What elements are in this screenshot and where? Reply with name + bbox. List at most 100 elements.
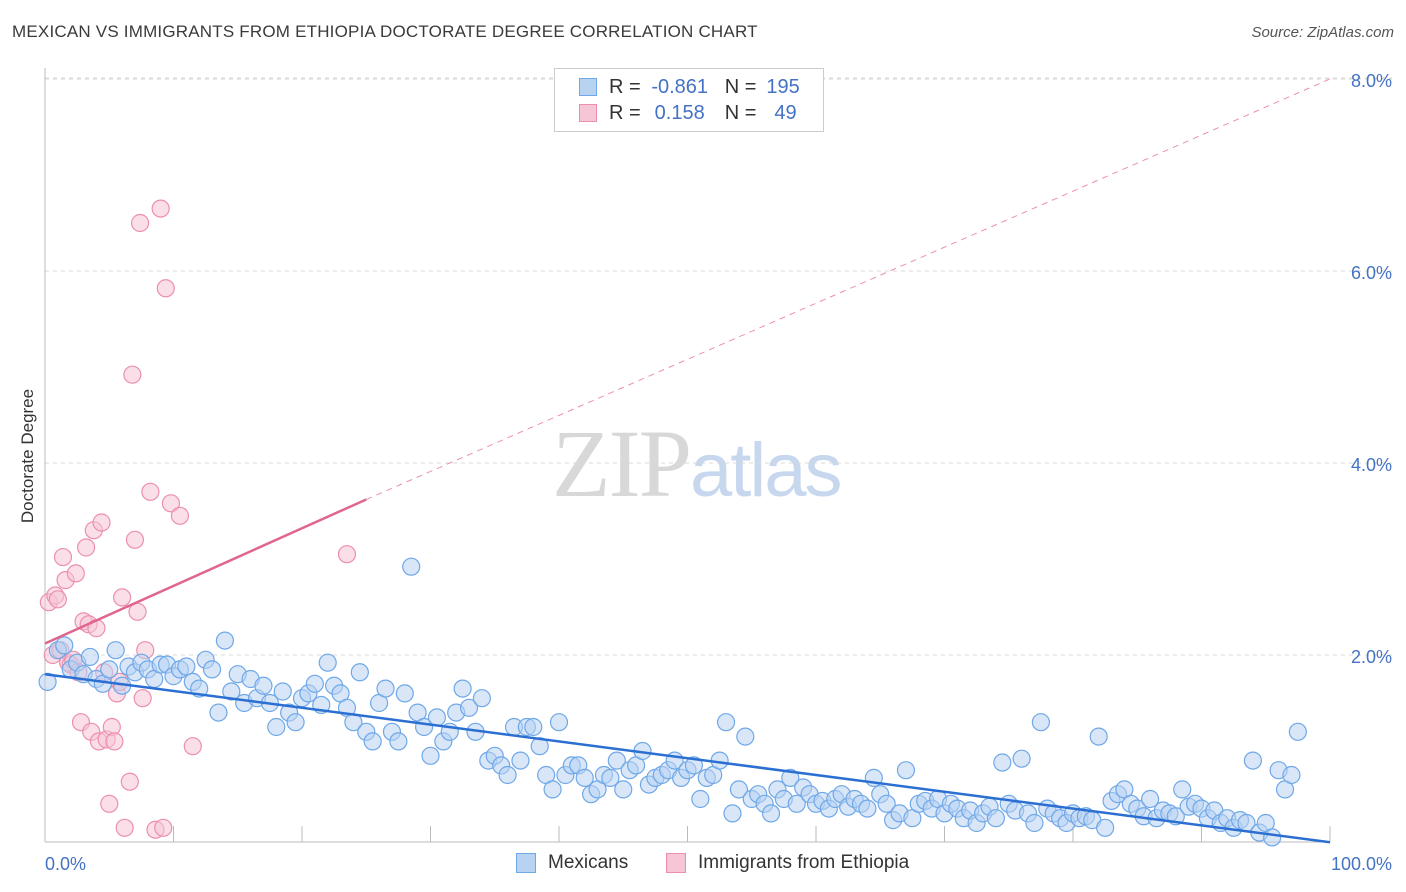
mexicans-point (106, 641, 125, 660)
legend-r-label: R = (609, 101, 641, 124)
mexicans-point (761, 804, 781, 823)
mexicans-points (38, 557, 1307, 847)
mexicans-point (100, 660, 119, 679)
mexicans-point (729, 780, 749, 799)
y-tick-label: 4.0% (1351, 455, 1392, 475)
mexicans-point (1173, 780, 1192, 799)
mexicans-point (427, 708, 447, 727)
mexicans-point (524, 717, 543, 737)
mexicans-point (472, 689, 491, 708)
mexicans-point (1263, 828, 1282, 847)
mexicans-point (993, 753, 1012, 772)
mexicans-point (684, 756, 704, 775)
legend-n-ethiopia: 49 (774, 101, 797, 124)
ethiopia-point (48, 590, 67, 609)
mexicans-point (286, 713, 305, 732)
mexicans-point (1282, 765, 1301, 785)
ethiopia-point (161, 494, 181, 513)
ethiopia-point (154, 818, 173, 837)
mexicans-point (273, 682, 292, 701)
x-tick-label-max: 100.0% (1331, 854, 1392, 874)
source-note: Source: ZipAtlas.com (1251, 24, 1394, 41)
legend-n-label: N = (724, 75, 757, 98)
bottom-legend-label-mexicans: Mexicans (548, 852, 629, 873)
mexicans-point (601, 768, 620, 787)
ethiopia-point (66, 564, 85, 583)
ethiopia-point (337, 545, 357, 564)
ethiopia-point (77, 538, 96, 557)
ethiopia-trend-extension (366, 78, 1331, 500)
ethiopia-point (105, 732, 124, 751)
mexicans-point (736, 727, 755, 746)
chart-title: MEXICAN VS IMMIGRANTS FROM ETHIOPIA DOCT… (12, 22, 758, 41)
mexicans-trend-line (44, 672, 1331, 844)
ethiopia-point (53, 547, 73, 567)
ethiopia-point (156, 279, 175, 298)
mexicans-point (986, 809, 1006, 828)
mexicans-point (267, 717, 286, 737)
ethiopia-point (92, 513, 111, 532)
y-tick-label: 8.0% (1351, 71, 1392, 91)
ethiopia-point (183, 737, 202, 756)
ethiopia-trend-line (44, 498, 367, 645)
mexicans-point (459, 698, 479, 717)
ethiopia-point (112, 588, 132, 607)
mexicans-point (209, 703, 228, 722)
mexicans-point (877, 794, 896, 813)
legend-swatch-ethiopia (579, 104, 597, 122)
mexicans-point (318, 653, 337, 672)
mexicans-point (305, 674, 324, 693)
mexicans-point (363, 732, 382, 751)
ethiopia-point (123, 365, 142, 384)
mexicans-point (1140, 789, 1160, 809)
legend-row-mexicans: R = -0.861 N = 195 (579, 75, 800, 99)
mexicans-point (691, 789, 710, 809)
mexicans-point (55, 636, 74, 655)
bottom-legend-ethiopia: Immigrants from Ethiopia (666, 852, 909, 874)
mexicans-point (716, 713, 736, 732)
legend-swatch-mexicans (579, 78, 597, 96)
mexicans-point (376, 679, 395, 698)
mexicans-point (781, 768, 800, 787)
mexicans-point (421, 746, 440, 765)
mexicans-point (896, 761, 916, 780)
mexicans-point (395, 684, 414, 703)
ethiopia-point (170, 506, 190, 525)
ethiopia-point (141, 482, 160, 501)
gridlines (45, 77, 1392, 656)
mexicans-point (402, 557, 421, 576)
x-tick-label-min: 0.0% (45, 854, 86, 874)
mexicans-point (575, 768, 594, 787)
mexicans-point (607, 751, 626, 770)
mexicans-point (614, 780, 633, 799)
mexicans-point (80, 647, 100, 667)
ethiopia-point (115, 818, 134, 837)
legend-n-mexicans: 195 (766, 75, 800, 98)
bottom-legend-swatch-ethiopia (666, 853, 686, 873)
y-tick-label: 6.0% (1351, 263, 1392, 283)
correlation-legend: R = -0.861 N = 195 R = 0.158 N = 49 (554, 68, 824, 132)
y-axis-title: Doctorate Degree (18, 389, 37, 523)
ethiopia-point (100, 794, 119, 813)
legend-n-label: N = (724, 101, 757, 124)
mexicans-point (1025, 813, 1044, 833)
mexicans-point (215, 631, 234, 650)
trend-lines (44, 78, 1331, 844)
bottom-legend-mexicans: Mexicans (516, 852, 628, 874)
mexicans-point (389, 732, 408, 751)
mexicans-point (723, 804, 742, 823)
bottom-legend-swatch-mexicans (516, 853, 536, 873)
mexicans-point (1031, 713, 1050, 732)
mexicans-point (498, 765, 517, 785)
axes (44, 68, 1331, 843)
mexicans-point (202, 660, 222, 679)
legend-row-ethiopia: R = 0.158 N = 49 (579, 101, 797, 125)
mexicans-point (858, 799, 877, 818)
mexicans-point (1288, 722, 1307, 741)
mexicans-point (1243, 751, 1263, 770)
ethiopia-point (133, 689, 152, 708)
bottom-legend-label-ethiopia: Immigrants from Ethiopia (698, 852, 910, 873)
ethiopia-points (39, 199, 357, 839)
mexicans-point (787, 794, 806, 813)
